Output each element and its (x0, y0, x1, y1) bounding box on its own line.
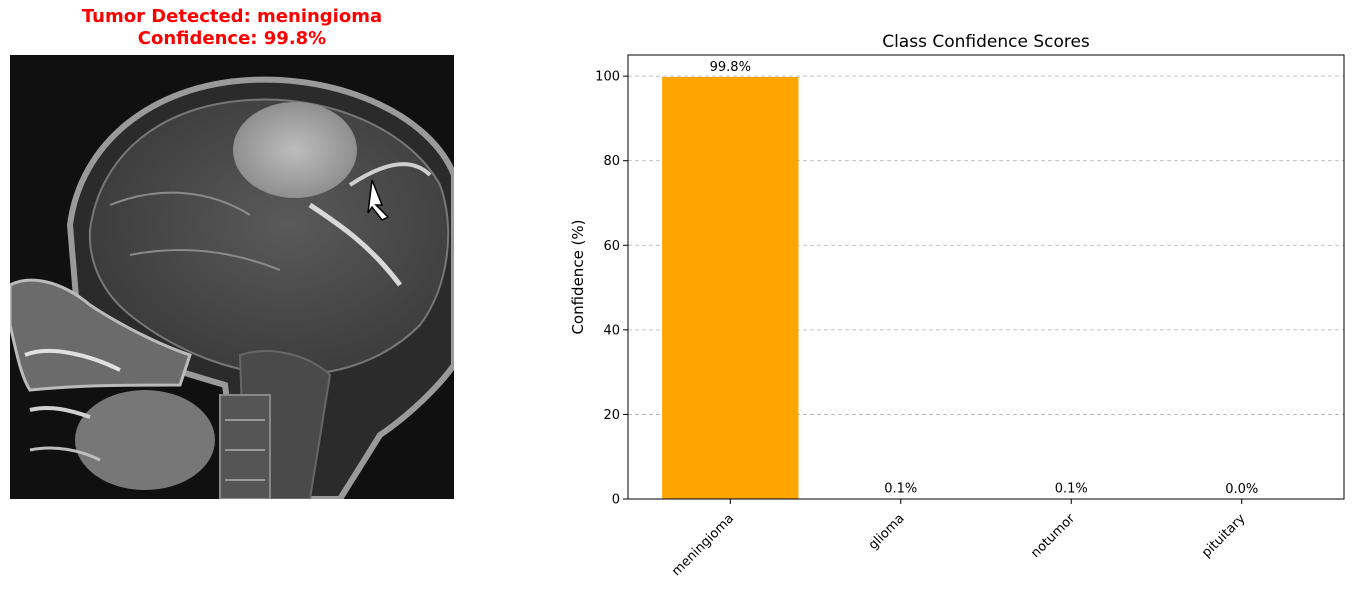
data-label-meningioma: 99.8% (710, 60, 751, 75)
x-tick-label-meningioma: meningioma (669, 511, 737, 579)
y-tick-label: 100 (595, 70, 620, 85)
data-label-notumor: 0.1% (1055, 482, 1088, 497)
prediction-title-line1: Tumor Detected: meningioma (81, 6, 383, 27)
data-label-pituitary: 0.0% (1225, 482, 1258, 497)
x-tick-label-glioma: glioma (866, 511, 908, 553)
x-tick-label-notumor: notumor (1028, 511, 1078, 561)
plot-frame (627, 54, 1345, 500)
y-tick-label: 20 (603, 408, 620, 423)
data-label-glioma: 0.1% (884, 482, 917, 497)
prediction-title: Tumor Detected: meningioma Confidence: 9… (10, 6, 454, 50)
chart-title: Class Confidence Scores (882, 32, 1090, 52)
mri-scan-image (10, 55, 454, 499)
y-axis-label: Confidence (%) (569, 219, 587, 334)
bar-meningioma (662, 76, 799, 499)
y-tick-label: 40 (603, 323, 620, 338)
y-tick-label: 60 (603, 239, 620, 254)
y-tick-label: 0 (612, 493, 620, 508)
prediction-title-line2: Confidence: 99.8% (137, 28, 327, 49)
x-tick-label-pituitary: pituitary (1199, 511, 1249, 561)
y-tick-label: 80 (603, 154, 620, 169)
